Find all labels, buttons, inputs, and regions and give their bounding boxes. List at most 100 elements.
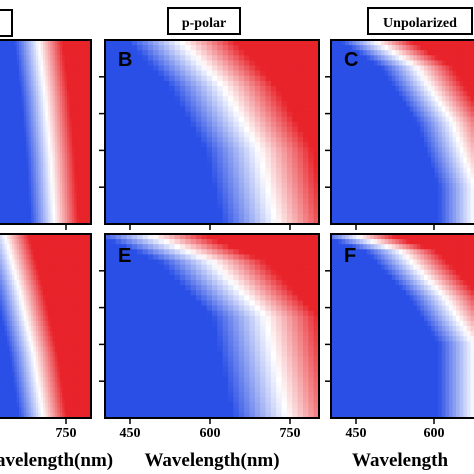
heatmap-cell <box>55 218 58 224</box>
heatmap-cell <box>26 295 30 302</box>
heatmap-cell <box>463 157 468 164</box>
heatmap-cell <box>11 126 15 133</box>
heatmap-cell <box>238 75 245 82</box>
heatmap-cell <box>470 157 474 164</box>
heatmap-cell <box>377 188 382 194</box>
heatmap-cell <box>11 269 15 276</box>
heatmap-cell <box>71 142 75 148</box>
heatmap-cell <box>338 218 343 224</box>
heatmap-cell <box>381 203 386 210</box>
heatmap-cell <box>57 188 61 194</box>
heatmap-cell <box>16 234 20 240</box>
heatmap-cell <box>352 91 357 97</box>
heatmap-cell <box>40 132 44 138</box>
heatmap-cell <box>212 218 218 224</box>
heatmap-cell <box>423 203 429 210</box>
heatmap-cell <box>217 208 224 215</box>
heatmap-cell <box>69 300 73 307</box>
heatmap-cell <box>377 60 382 67</box>
heatmap-cell <box>281 55 288 62</box>
heatmap-cell <box>7 142 10 148</box>
heatmap-cell <box>244 80 251 87</box>
heatmap-cell <box>201 60 208 67</box>
heatmap-cell <box>373 193 379 200</box>
heatmap-cell <box>35 295 39 302</box>
heatmap-cell <box>67 208 70 215</box>
heatmap-cell <box>62 213 66 220</box>
heatmap-cell <box>55 244 58 250</box>
heatmap-cell <box>131 162 138 169</box>
heatmap-cell <box>206 121 213 128</box>
heatmap-cell <box>163 106 170 113</box>
heatmap-cell <box>64 310 68 317</box>
heatmap-cell <box>147 116 154 123</box>
heatmap-cell <box>169 193 176 200</box>
heatmap-cell <box>86 137 90 143</box>
heatmap-cell <box>74 249 78 256</box>
heatmap-cell <box>228 198 234 205</box>
heatmap-cell <box>395 157 400 164</box>
heatmap-cell <box>35 183 39 189</box>
heatmap-cell <box>86 86 90 92</box>
heatmap-cell <box>185 172 192 179</box>
heatmap-cell <box>174 178 181 184</box>
heatmap-cell <box>212 152 218 159</box>
heatmap-cell <box>286 132 293 138</box>
heatmap-cell <box>249 60 256 67</box>
heatmap-cell <box>352 193 357 200</box>
heatmap-cell <box>62 147 66 154</box>
heatmap-cell <box>331 126 336 133</box>
heatmap-cell <box>388 162 393 169</box>
heatmap-cell <box>45 111 49 118</box>
heatmap-cell <box>31 91 34 97</box>
heatmap-cell <box>52 157 56 164</box>
heatmap-cell <box>9 142 13 148</box>
heatmap-cell <box>416 188 421 194</box>
heatmap-cell <box>249 106 256 113</box>
heatmap-cell <box>21 142 25 148</box>
heatmap-cell <box>338 101 343 108</box>
heatmap-cell <box>11 305 15 312</box>
heatmap-cell <box>23 203 27 210</box>
heatmap-cell <box>359 167 364 174</box>
heatmap-cell <box>76 50 80 56</box>
heatmap-cell <box>4 40 8 46</box>
heatmap-cell <box>438 111 443 118</box>
heatmap-cell <box>47 259 51 266</box>
heatmap-cell <box>363 132 368 138</box>
heatmap-cell <box>69 254 73 261</box>
heatmap-cell <box>35 106 39 113</box>
heatmap-cell <box>169 121 176 128</box>
heatmap-cell <box>466 172 472 179</box>
heatmap-cell <box>4 172 8 179</box>
heatmap-cell <box>69 80 73 87</box>
heatmap-cell <box>11 249 15 256</box>
heatmap-cell <box>345 75 350 82</box>
heatmap-cell <box>74 198 78 205</box>
heatmap-cell <box>286 188 293 194</box>
heatmap-cell <box>43 80 46 87</box>
heatmap-cell <box>406 183 411 189</box>
heatmap-cell <box>409 101 414 108</box>
heatmap-cell <box>463 101 468 108</box>
heatmap-cell <box>55 305 58 312</box>
heatmap-cell <box>163 157 170 164</box>
heatmap-cell <box>31 65 34 72</box>
heatmap-cell <box>228 188 234 194</box>
heatmap-cell <box>21 75 25 82</box>
heatmap-cell <box>201 96 208 102</box>
heatmap-cell <box>249 142 256 148</box>
heatmap-cell <box>260 106 267 113</box>
heatmap-cell <box>463 96 468 102</box>
heatmap-cell <box>276 137 283 143</box>
heatmap-cell <box>0 183 3 189</box>
heatmap-cell <box>292 55 299 62</box>
heatmap-cell <box>345 142 350 148</box>
heatmap-cell <box>74 152 78 159</box>
heatmap-cell <box>370 75 375 82</box>
heatmap-cell <box>121 116 127 123</box>
heatmap-cell <box>448 40 454 46</box>
heatmap-cell <box>57 101 61 108</box>
heatmap-cell <box>59 203 63 210</box>
heatmap-cell <box>45 65 49 72</box>
